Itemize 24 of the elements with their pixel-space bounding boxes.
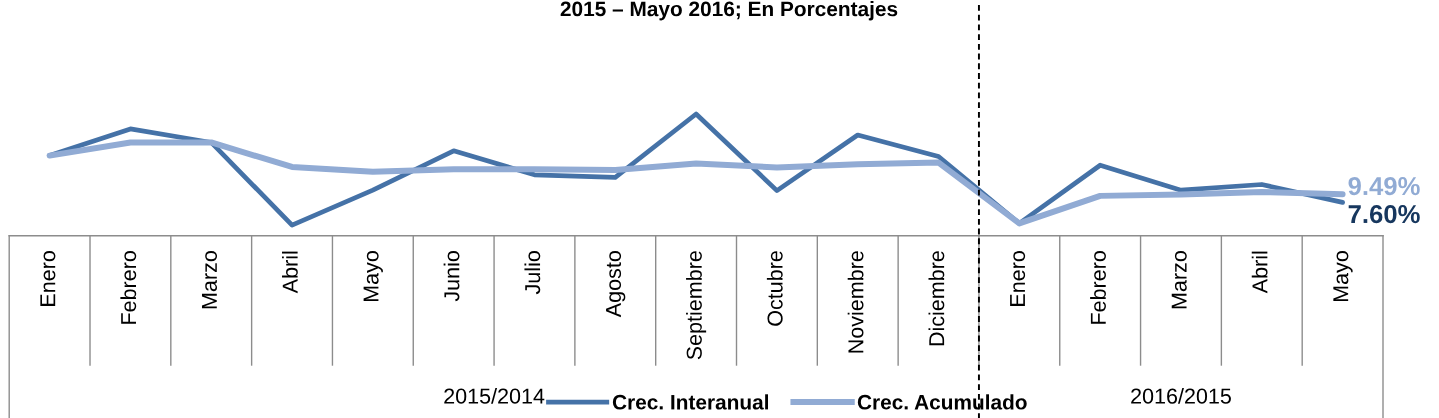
x-tick-label: Noviembre <box>847 251 864 353</box>
chart-title: 2015 – Mayo 2016; En Porcentajes <box>560 1 898 21</box>
data-label: 7.60% <box>1348 205 1420 224</box>
data-label: 9.49% <box>1348 177 1420 196</box>
x-tick-label: Diciembre <box>928 251 945 346</box>
x-tick-label: Mayo <box>363 251 383 302</box>
x-tick-label: Junio <box>443 251 460 302</box>
x-tick-label: Abril <box>282 251 298 294</box>
text: 2015/2014 <box>444 387 545 404</box>
x-tick-label: Enero <box>1010 251 1026 306</box>
x-tick-label: Abril <box>1251 251 1268 294</box>
x-tick-label: Mayo <box>1333 251 1353 302</box>
x-tick-label: Septiembre <box>686 251 707 360</box>
x-tick-label: Julio <box>524 251 541 295</box>
x-tick-label: Marzo <box>201 251 218 309</box>
x-tick-label: Enero <box>40 251 56 306</box>
x-tick-label: Agosto <box>606 251 626 318</box>
x-tick-label: Marzo <box>1171 251 1187 309</box>
legend-label: Crec. Acumulado <box>857 394 1027 410</box>
x-tick-label: Febrero <box>1090 251 1106 324</box>
x-tick-label: Febrero <box>120 251 137 324</box>
legend-label: Crec. Interanual <box>612 394 769 410</box>
x-tick-label: Octubre <box>766 251 783 326</box>
text: 2016/2015 <box>1131 387 1231 404</box>
